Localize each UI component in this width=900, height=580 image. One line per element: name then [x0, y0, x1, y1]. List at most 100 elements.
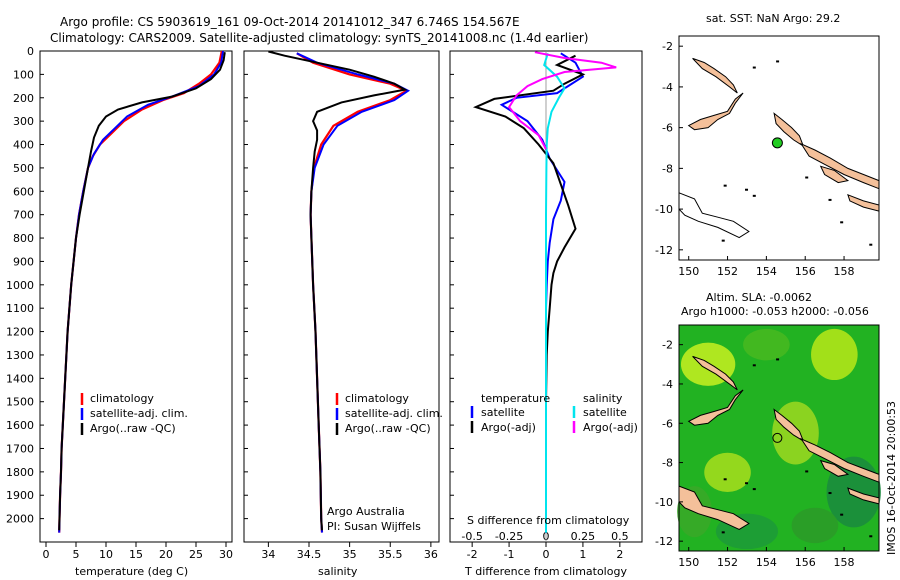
sla-anomaly-patch — [743, 328, 790, 361]
s-diff-tick-label: -0.5 — [461, 530, 482, 543]
legend-label-satellite: satellite-adj. clim. — [345, 407, 443, 420]
lat-tick-label: -4 — [662, 81, 673, 94]
series-line-t-satellite — [499, 52, 585, 533]
islet — [721, 531, 725, 534]
lon-tick-label: 154 — [756, 265, 777, 278]
x-tick-label: 0 — [43, 548, 50, 561]
depth-tick-label: 2000 — [6, 513, 34, 526]
figure-title: Argo profile: CS 5903619_161 09-Oct-2014… — [60, 15, 520, 29]
sla-map-title: Altim. SLA: -0.0062 — [706, 291, 812, 304]
series-line-satellite-adj-clim- — [58, 50, 224, 533]
s-diff-tick-label: 0.25 — [571, 530, 596, 543]
depth-tick-label: 800 — [13, 232, 34, 245]
lat-tick-label: -12 — [655, 244, 673, 257]
salinity-axis-label: salinity — [318, 565, 358, 578]
lat-tick-label: -8 — [662, 457, 673, 470]
lon-tick-label: 152 — [717, 265, 738, 278]
s-difference-axis-label: S difference from climatology — [467, 514, 630, 527]
lat-tick-label: -10 — [655, 203, 673, 216]
sst-map: 150 152 154 156 158 -2 -4 -6 -8 -10 -12 — [655, 40, 880, 278]
islet — [828, 492, 832, 495]
legend-label-s-argo: Argo(-adj) — [583, 421, 638, 434]
series-line-s-argo-adj- — [507, 51, 617, 150]
islet — [752, 194, 756, 197]
depth-tick-label: 500 — [13, 162, 34, 175]
depth-tick-label: 200 — [13, 92, 34, 105]
sla-map-subtitle: Argo h1000: -0.053 h2000: -0.056 — [681, 305, 869, 318]
islet — [723, 184, 727, 187]
sla-anomaly-patch — [704, 452, 751, 493]
temperature-axis-label: temperature (deg C) — [75, 565, 188, 578]
sla-map-frame — [678, 324, 880, 552]
program-label: Argo Australia — [327, 505, 405, 518]
islet — [752, 364, 756, 367]
sla-anomaly-patch — [811, 328, 858, 381]
x-tick-label: 2 — [616, 548, 623, 561]
islet — [805, 176, 809, 179]
depth-tick-label: 1200 — [6, 326, 34, 339]
lat-tick-label: -6 — [662, 122, 673, 135]
islet — [752, 66, 756, 69]
new-guinea-coast — [678, 192, 750, 239]
depth-tick-label: 1800 — [6, 466, 34, 479]
depth-tick-label: 1400 — [6, 372, 34, 385]
legend-label-s-satellite: satellite — [583, 406, 627, 419]
sst-map-title: sat. SST: NaN Argo: 29.2 — [706, 12, 840, 25]
x-tick-label: 0 — [543, 548, 550, 561]
legend-label-argo: Argo(..raw -QC) — [90, 422, 176, 435]
island-landmass — [692, 57, 738, 94]
series-line-climatology — [58, 50, 223, 533]
x-tick-label: 34.5 — [297, 548, 322, 561]
salinity-legend: climatology satellite-adj. clim. Argo(..… — [335, 392, 443, 435]
salinity-panel-frame — [243, 50, 440, 543]
lon-tick-label: 150 — [678, 556, 699, 569]
legend-label-satellite: satellite-adj. clim. — [90, 407, 188, 420]
island-landmass — [847, 193, 880, 212]
temperature-series — [58, 50, 226, 533]
depth-axis: 0 100 200 300 400 500 600 700 800 900 1000 1100 1200… — [6, 45, 454, 526]
difference-series — [472, 51, 617, 542]
x-tick-label: 1 — [579, 548, 586, 561]
depth-tick-label: 300 — [13, 115, 34, 128]
x-tick-label: 20 — [159, 548, 173, 561]
lat-tick-label: -6 — [662, 417, 673, 430]
lon-tick-label: 156 — [795, 265, 816, 278]
series-line-argo-raw-qc- — [58, 52, 226, 531]
x-tick-label: 34 — [261, 548, 275, 561]
temperature-panel-frame — [39, 50, 233, 543]
x-tick-label: -2 — [467, 548, 478, 561]
lon-tick-label: 158 — [834, 556, 855, 569]
pi-label: PI: Susan Wijffels — [327, 520, 421, 533]
islet — [840, 513, 844, 516]
float-location-marker — [772, 432, 783, 443]
salinity-series — [268, 50, 411, 533]
island-landmass — [799, 437, 880, 483]
t-difference-axis-label: T difference from climatology — [464, 565, 627, 578]
legend-label-t-satellite: satellite — [481, 406, 525, 419]
new-guinea-coast — [678, 485, 750, 530]
series-line-s-satellite — [543, 53, 566, 533]
x-tick-label: 10 — [99, 548, 113, 561]
imos-credit: IMOS 16-Oct-2014 20:00:53 — [885, 401, 898, 555]
x-tick-label: 15 — [129, 548, 143, 561]
lon-tick-label: 156 — [795, 556, 816, 569]
islet — [721, 239, 725, 242]
lon-tick-label: 152 — [717, 556, 738, 569]
lat-tick-label: -2 — [662, 40, 673, 53]
depth-tick-label: 1100 — [6, 302, 34, 315]
depth-tick-label: 1500 — [6, 396, 34, 409]
difference-x-axes: -2 -1 0 1 2-0.5 -0.25 0 0.25 0.5 — [461, 530, 628, 561]
temperature-x-axis: 0 5 10 15 20 25 30 — [43, 542, 233, 561]
island-landmass — [799, 142, 880, 190]
depth-tick-label: 1900 — [6, 489, 34, 502]
s-diff-tick-label: 0.5 — [611, 530, 629, 543]
lon-tick-label: 154 — [756, 556, 777, 569]
islet — [745, 188, 749, 191]
depth-tick-label: 1000 — [6, 279, 34, 292]
lat-tick-label: -12 — [655, 535, 673, 548]
islet — [869, 535, 873, 538]
legend-label-climatology: climatology — [90, 392, 154, 405]
islet — [869, 243, 873, 246]
